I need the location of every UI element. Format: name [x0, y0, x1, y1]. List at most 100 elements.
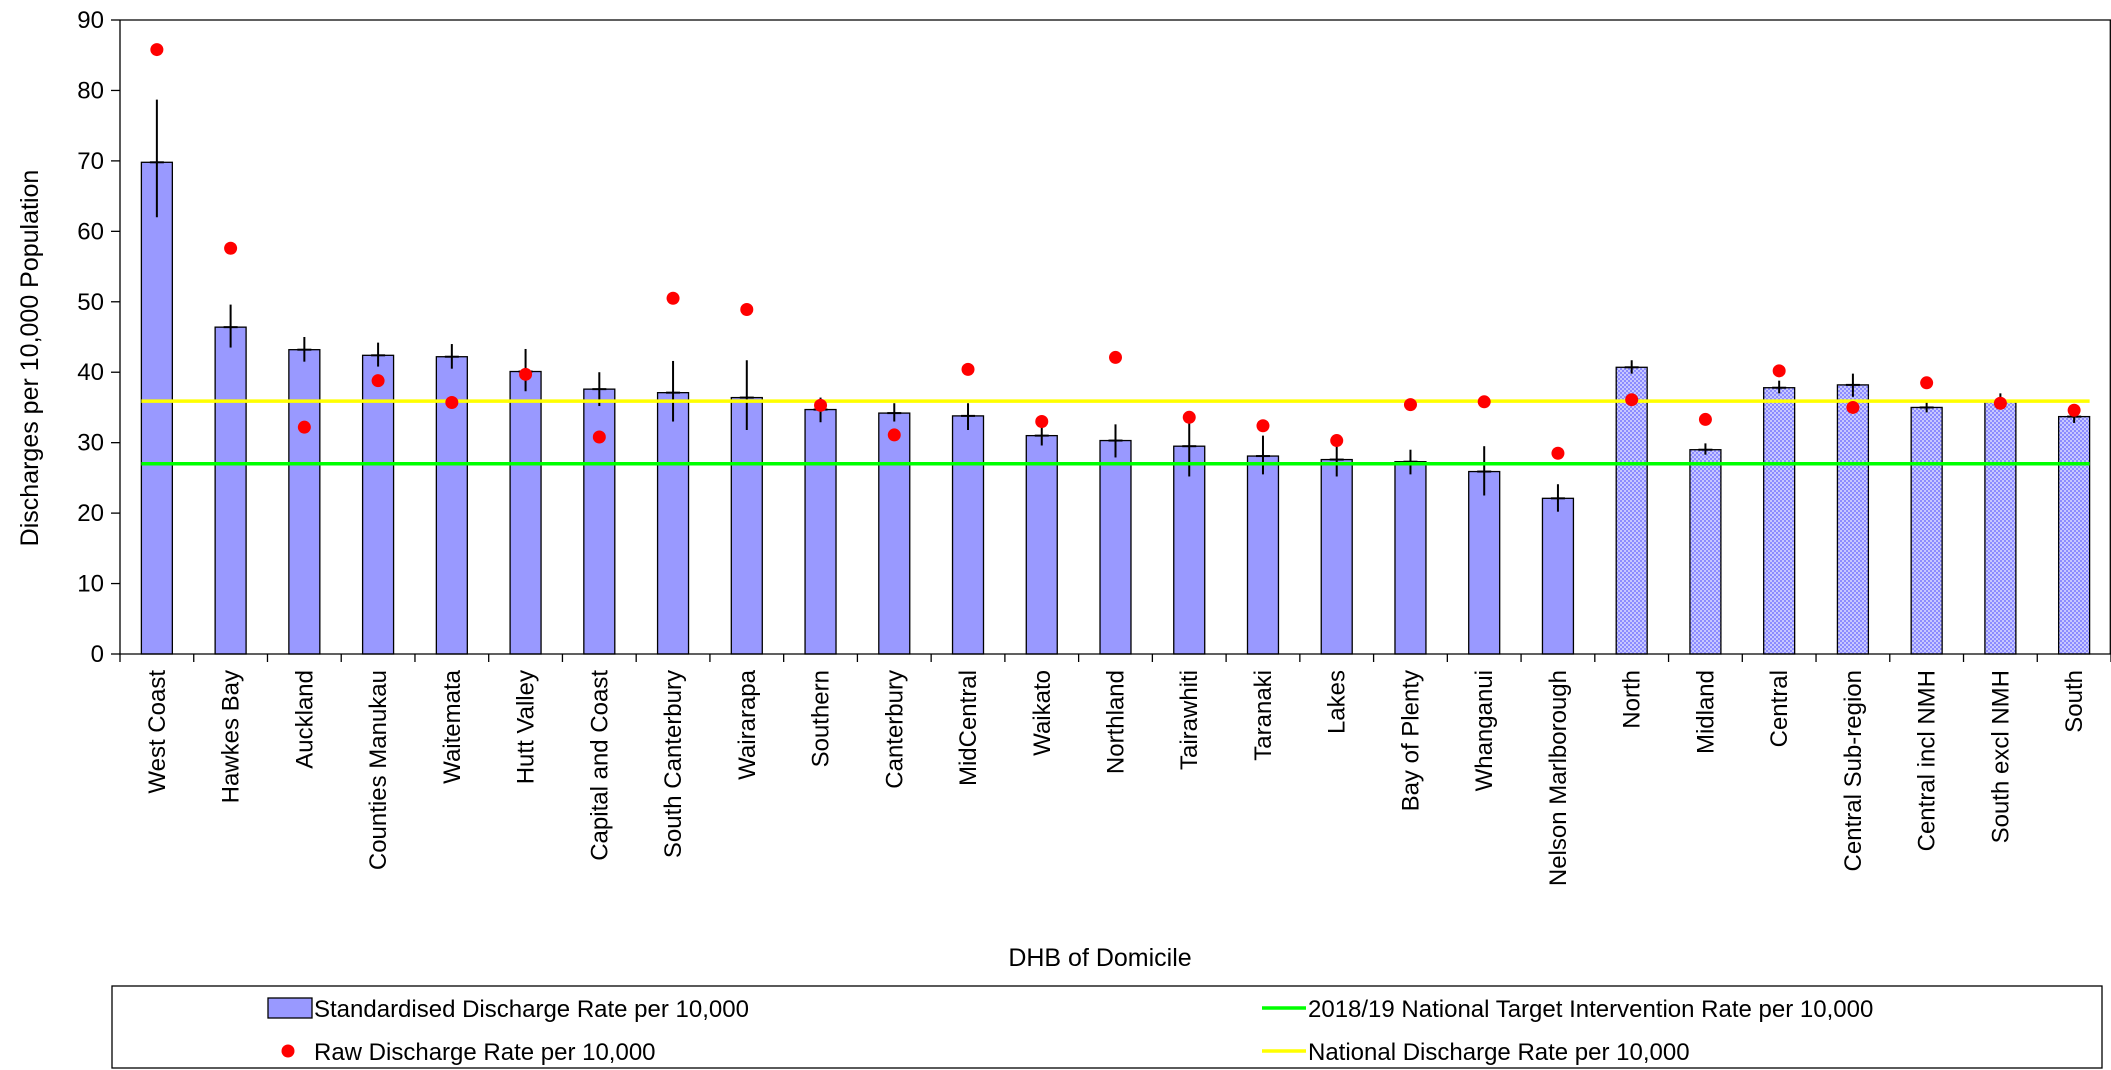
y-tick-label: 0 [91, 641, 104, 668]
x-tick-label: South excl NMH [1987, 670, 2014, 843]
y-tick-label: 60 [77, 218, 104, 245]
legend-frame [111, 985, 2103, 1069]
y-tick-label: 10 [77, 571, 104, 598]
y-tick-label: 70 [77, 148, 104, 175]
x-tick-label: South Canterbury [660, 670, 687, 858]
bar [288, 349, 321, 655]
legend-swatch-standardised [267, 997, 313, 1019]
x-tick-label: Waikato [1029, 670, 1056, 756]
x-tick-label: Central [1766, 670, 1793, 747]
x-tick-label: Midland [1692, 670, 1719, 754]
raw-rate-point [666, 291, 680, 305]
raw-rate-point [1403, 398, 1417, 412]
x-tick-label: Nelson Marlborough [1545, 670, 1572, 886]
legend-label-standardised: Standardised Discharge Rate per 10,000 [314, 996, 749, 1023]
x-tick-label: MidCentral [955, 670, 982, 786]
x-tick-label: Capital and Coast [586, 670, 613, 861]
raw-rate-point [1698, 412, 1712, 426]
raw-rate-point [1772, 364, 1786, 378]
raw-rate-point [150, 43, 164, 57]
y-tick-label: 40 [77, 359, 104, 386]
x-tick-label: North [1619, 670, 1646, 729]
raw-rate-point [297, 420, 311, 434]
raw-rate-point [519, 367, 533, 381]
bar [140, 161, 174, 655]
legend-label-target: 2018/19 National Target Intervention Rat… [1308, 996, 1873, 1023]
bar [1689, 449, 1722, 655]
raw-rate-point [1846, 400, 1860, 414]
bar [656, 392, 690, 655]
x-tick-label: Southern [808, 670, 835, 767]
x-tick-label: Central Sub-region [1840, 670, 1867, 871]
x-tick-label: Canterbury [881, 670, 908, 789]
x-tick-label: Central incl NMH [1914, 670, 1941, 851]
x-tick-label: Whanganui [1471, 670, 1498, 791]
legend: Standardised Discharge Rate per 10,000 R… [111, 985, 2103, 1069]
raw-rate-point [224, 241, 238, 255]
bar [1836, 384, 1870, 655]
raw-rate-point [592, 430, 606, 444]
raw-rate-point [371, 374, 385, 388]
bar [878, 412, 911, 655]
y-axis-title: Discharges per 10,000 Population [16, 170, 44, 547]
raw-rate-point [1182, 410, 1196, 424]
bar [1394, 461, 1427, 655]
bar [361, 354, 395, 655]
raw-rate-point [2067, 403, 2081, 417]
bar [1025, 434, 1058, 655]
bar [951, 415, 985, 655]
bar [1099, 439, 1132, 655]
legend-label-national: National Discharge Rate per 10,000 [1308, 1039, 1690, 1066]
raw-rate-point [1035, 415, 1049, 429]
y-tick-label: 80 [77, 77, 104, 104]
raw-rate-point [1256, 419, 1270, 433]
raw-rate-point [887, 428, 901, 442]
x-tick-label: Waitemata [439, 669, 466, 783]
raw-rate-point [1477, 395, 1491, 409]
raw-rate-point [445, 396, 459, 410]
x-tick-label: Taranaki [1250, 670, 1277, 761]
x-tick-label: Bay of Plenty [1397, 670, 1424, 811]
bar [509, 370, 542, 655]
bar [1173, 445, 1206, 655]
x-tick-label: West Coast [144, 670, 171, 794]
raw-rate-point [1993, 396, 2007, 410]
bar [1910, 406, 1943, 655]
raw-rate-point [1625, 393, 1639, 407]
bar [2057, 415, 2091, 655]
raw-rate-point [961, 362, 975, 376]
x-tick-label: Counties Manukau [365, 670, 392, 870]
bar [1541, 497, 1575, 655]
x-tick-label: Wairarapa [734, 669, 761, 779]
raw-rate-point [1551, 446, 1565, 460]
plot-area: 0 10 20 30 40 50 60 70 80 90 West Coast Hawkes Bay A… [77, 7, 2111, 886]
raw-rate-point [1109, 350, 1122, 364]
bar [804, 408, 837, 655]
bar [1320, 458, 1353, 655]
bar [214, 326, 247, 655]
x-tick-label: Auckland [291, 670, 318, 769]
x-tick-label: Tairawhiti [1176, 670, 1203, 770]
x-tick-label: Hawkes Bay [218, 670, 245, 803]
bar [1763, 387, 1796, 655]
bar [1246, 455, 1280, 655]
bar [1984, 401, 2017, 655]
bar [1615, 366, 1648, 655]
raw-rate-point [1920, 376, 1934, 390]
y-tick-label: 30 [77, 430, 104, 457]
x-tick-label: South [2061, 670, 2088, 733]
raw-rate-point [1330, 434, 1344, 448]
raw-rate-point [814, 398, 828, 412]
x-axis-title: DHB of Domicile [1008, 944, 1191, 972]
x-tick-label: Hutt Valley [513, 670, 540, 784]
bar [583, 388, 616, 655]
bar [730, 396, 763, 655]
bar [1468, 470, 1501, 655]
y-tick-label: 90 [77, 7, 104, 34]
raw-rate-point [740, 303, 754, 317]
x-tick-label: Northland [1103, 670, 1130, 774]
x-tick-label: Lakes [1324, 670, 1351, 734]
legend-label-raw: Raw Discharge Rate per 10,000 [314, 1039, 656, 1066]
y-tick-label: 50 [77, 289, 104, 316]
